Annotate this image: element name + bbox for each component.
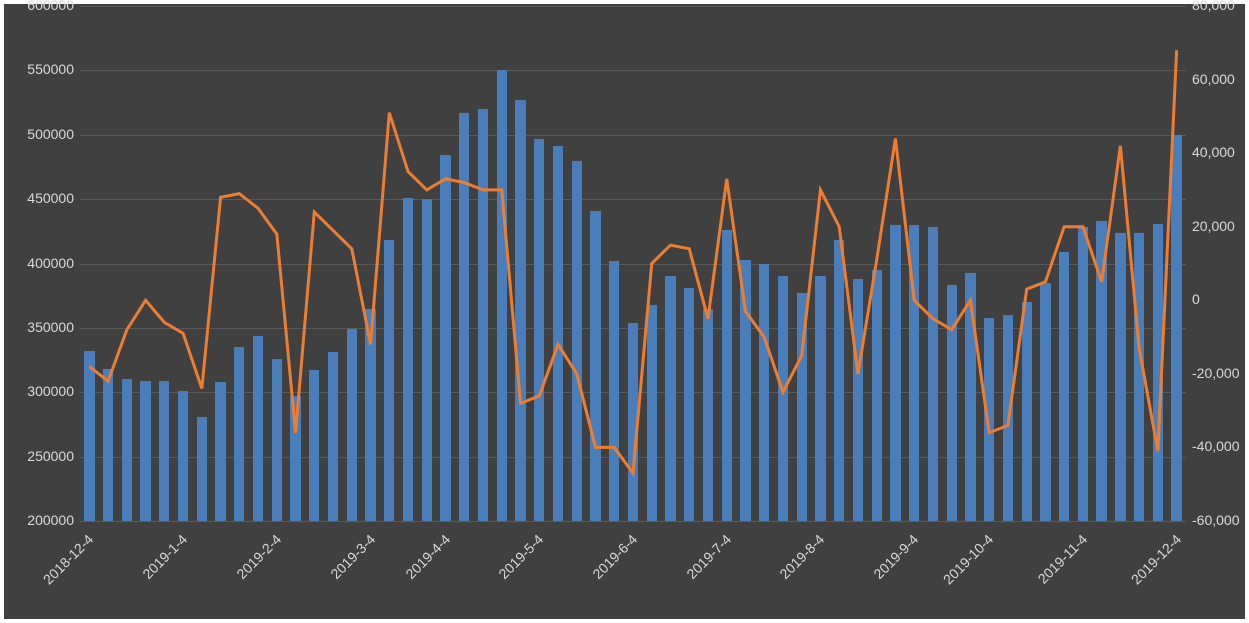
gridline	[80, 521, 1186, 522]
y-left-tick-label: 300000	[27, 383, 74, 399]
combo-chart: 200000 250000 300000 350000 400000 450000 5000…	[0, 0, 1249, 623]
y-left-tick-label: 600000	[27, 0, 74, 13]
y-left-tick-label: 550000	[27, 61, 74, 77]
line-series	[80, 6, 1186, 521]
y-right-tick-label: -40,000	[1192, 438, 1239, 454]
y-right-tick-label: -20,000	[1192, 365, 1239, 381]
y-left-tick-label: 350000	[27, 319, 74, 335]
y-left-tick-label: 450000	[27, 190, 74, 206]
plot-area	[80, 6, 1186, 521]
y-right-tick-label: 80,000	[1192, 0, 1235, 13]
line-path	[89, 50, 1176, 473]
y-left-tick-label: 200000	[27, 512, 74, 528]
y-right-tick-label: 60,000	[1192, 71, 1235, 87]
y-right-tick-label: 20,000	[1192, 218, 1235, 234]
y-left-tick-label: 250000	[27, 448, 74, 464]
y-left-tick-label: 500000	[27, 126, 74, 142]
y-right-tick-label: 40,000	[1192, 144, 1235, 160]
y-right-tick-label: -60,000	[1192, 512, 1239, 528]
y-left-tick-label: 400000	[27, 255, 74, 271]
y-right-tick-label: 0	[1192, 291, 1200, 307]
